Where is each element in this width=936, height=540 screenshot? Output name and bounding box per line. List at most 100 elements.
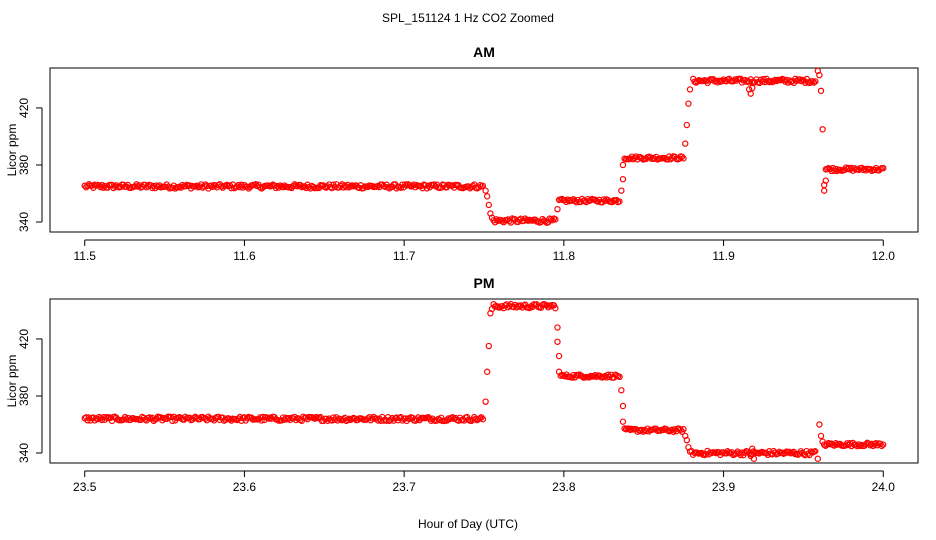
data-point [218, 183, 225, 190]
y-tick-label-am: 380 [17, 155, 31, 175]
data-point [479, 416, 487, 423]
x-tick-label-am: 12.0 [872, 249, 896, 263]
data-point [167, 413, 175, 421]
data-point [338, 181, 346, 188]
data-point [302, 184, 310, 192]
x-tick-label-pm: 23.5 [73, 480, 97, 494]
data-point [85, 414, 93, 421]
data-point [406, 181, 413, 189]
data-point [668, 154, 676, 161]
data-point [817, 432, 825, 440]
data-point [683, 436, 691, 444]
x-tick-label-am: 11.5 [73, 249, 96, 263]
x-tick-label-pm: 23.6 [233, 480, 257, 494]
data-point [100, 184, 107, 191]
data-point [682, 140, 689, 147]
data-point [586, 374, 593, 381]
data-point [802, 79, 809, 87]
x-tick-label-pm: 23.7 [392, 480, 416, 494]
data-point [761, 78, 769, 86]
data-point [123, 416, 130, 423]
data-point [685, 100, 692, 107]
data-point [619, 402, 627, 410]
data-point [236, 413, 244, 421]
data-point [880, 164, 887, 172]
data-point [660, 426, 667, 434]
data-point [84, 182, 91, 189]
data-point [618, 187, 625, 194]
data-point [879, 441, 887, 448]
data-point [816, 71, 823, 79]
data-point [256, 183, 264, 191]
data-point [820, 187, 828, 194]
y-axis-title-pm: Licor ppm [5, 355, 19, 408]
data-point [383, 417, 390, 424]
panel-am: AM Licor ppm 11.5 11.6 11.7 11.8 11.9 12.0 340 38… [5, 44, 919, 263]
data-point [587, 196, 594, 204]
data-point [619, 418, 627, 425]
data-point [252, 181, 259, 188]
y-tick-label-pm: 420 [17, 329, 31, 349]
x-tick-label-pm: 23.9 [712, 480, 736, 494]
data-point [683, 121, 691, 129]
plot-frame-am [49, 67, 919, 233]
data-point [786, 448, 793, 455]
data-points-pm [81, 300, 887, 462]
data-point [243, 414, 251, 422]
data-point [146, 414, 153, 421]
data-point [618, 387, 625, 394]
data-point [472, 415, 479, 423]
y-tick-label-am: 340 [17, 212, 31, 232]
data-point [678, 153, 686, 161]
data-point [542, 218, 549, 225]
data-point [554, 205, 561, 213]
data-point [680, 155, 687, 162]
panel-title-am: AM [473, 44, 495, 60]
data-point [169, 417, 176, 425]
data-point [819, 126, 826, 133]
x-tick-label-pm: 24.0 [872, 480, 896, 494]
data-point [600, 196, 607, 203]
data-point [554, 324, 561, 331]
data-point [228, 184, 235, 192]
data-point [134, 183, 142, 190]
y-tick-label-am: 420 [17, 98, 31, 118]
x-tick-label-am: 11.8 [553, 249, 576, 263]
data-point [616, 373, 623, 381]
data-point [627, 426, 634, 434]
data-point [305, 183, 313, 191]
data-point [619, 176, 627, 183]
data-point [488, 305, 496, 313]
data-point [344, 416, 351, 424]
data-point [485, 201, 492, 209]
data-point [571, 197, 579, 204]
data-point [832, 440, 839, 447]
y-axis-title-am: Licor ppm [5, 124, 19, 177]
data-point [179, 181, 186, 189]
data-point [590, 373, 597, 380]
data-point [285, 414, 293, 422]
data-point [593, 373, 600, 380]
data-point [311, 415, 318, 422]
data-point [182, 413, 189, 420]
y-tick-label-pm: 380 [17, 386, 31, 406]
data-point [591, 371, 599, 379]
data-point [625, 425, 633, 432]
x-tick-label-am: 11.6 [233, 249, 256, 263]
data-points-am [81, 67, 887, 226]
data-point [749, 445, 756, 452]
data-point [731, 76, 739, 83]
data-point [425, 182, 432, 189]
data-point [796, 76, 803, 83]
data-point [369, 415, 376, 422]
data-point [208, 182, 215, 189]
data-point [619, 161, 627, 169]
data-point [387, 416, 395, 423]
x-tick-label-am: 11.7 [393, 249, 416, 263]
data-point [476, 181, 484, 189]
data-point [750, 455, 758, 462]
data-point [764, 451, 772, 459]
data-point [552, 216, 559, 223]
data-point [749, 84, 756, 92]
data-point [718, 77, 726, 85]
